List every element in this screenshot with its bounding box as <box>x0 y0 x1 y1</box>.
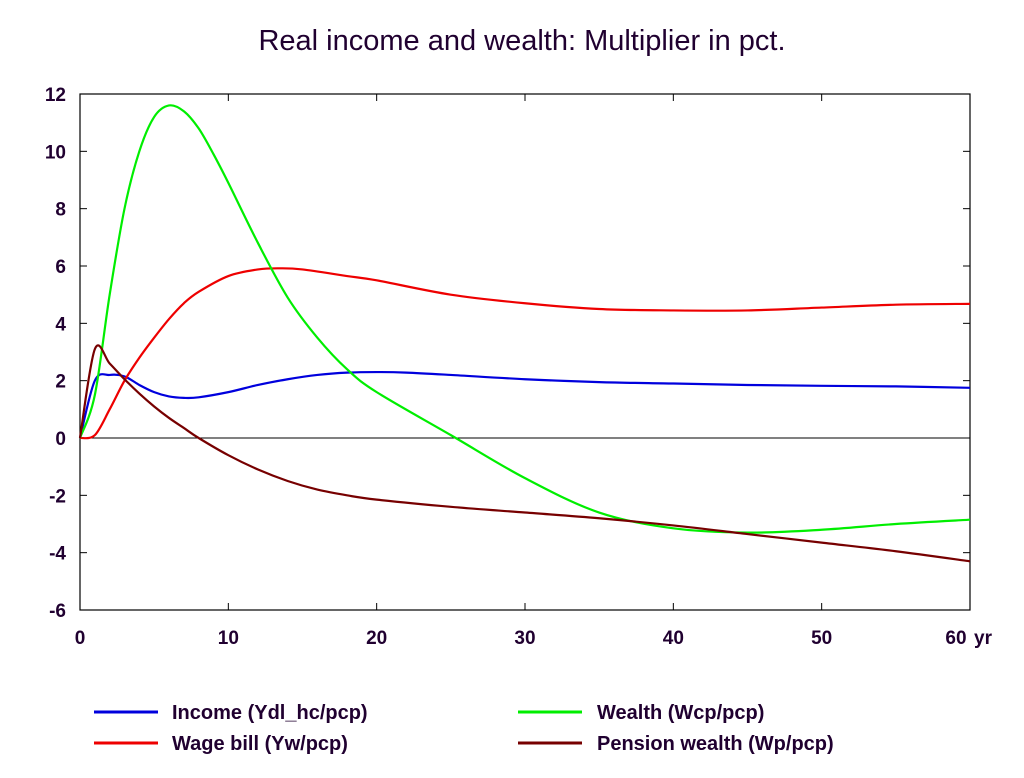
series-lines <box>78 104 971 563</box>
y-tick-label: -4 <box>49 544 66 565</box>
series-line-2 <box>78 104 971 534</box>
y-tick-label: -2 <box>49 486 66 507</box>
legend-label: Wage bill (Yw/pcp) <box>172 733 348 755</box>
y-tick-label: -6 <box>49 601 66 622</box>
axis-ticks: -6 -4 -2 0 2 4 6 8 10 12 0 10 20 30 40 50 60 yr <box>45 85 993 649</box>
legend-label: Wealth (Wcp/pcp) <box>597 702 764 724</box>
x-tick-label: 0 <box>75 628 86 649</box>
x-tick-label: 30 <box>514 628 535 649</box>
series-line-1 <box>79 267 971 440</box>
legend-item-pension-wealth: Pension wealth (Wp/pcp) <box>518 733 834 755</box>
legend-item-wealth: Wealth (Wcp/pcp) <box>518 702 764 724</box>
x-tick-label: 10 <box>218 628 239 649</box>
x-unit-label: yr <box>974 628 993 649</box>
series-line-0 <box>78 370 971 439</box>
legend-label: Pension wealth (Wp/pcp) <box>597 733 834 755</box>
legend-label: Income (Ydl_hc/pcp) <box>172 702 368 724</box>
y-tick-label: 0 <box>55 429 66 450</box>
y-tick-label: 4 <box>55 314 66 335</box>
y-tick-label: 10 <box>45 142 66 163</box>
plot-frame <box>79 93 971 611</box>
legend-item-wage-bill: Wage bill (Yw/pcp) <box>94 733 348 755</box>
series-line-3 <box>78 344 971 563</box>
y-tick-label: 8 <box>55 200 66 221</box>
y-tick-label: 12 <box>45 85 66 106</box>
x-tick-label: 60 <box>945 628 966 649</box>
x-tick-label: 40 <box>663 628 684 649</box>
legend: Income (Ydl_hc/pcp) Wealth (Wcp/pcp) Wag… <box>94 702 834 755</box>
x-tick-label: 20 <box>366 628 387 649</box>
x-tick-label: 50 <box>811 628 832 649</box>
chart-title: Real income and wealth: Multiplier in pc… <box>258 25 785 57</box>
y-tick-label: 2 <box>55 372 66 393</box>
y-tick-label: 6 <box>55 257 66 278</box>
legend-item-income: Income (Ydl_hc/pcp) <box>94 702 368 724</box>
